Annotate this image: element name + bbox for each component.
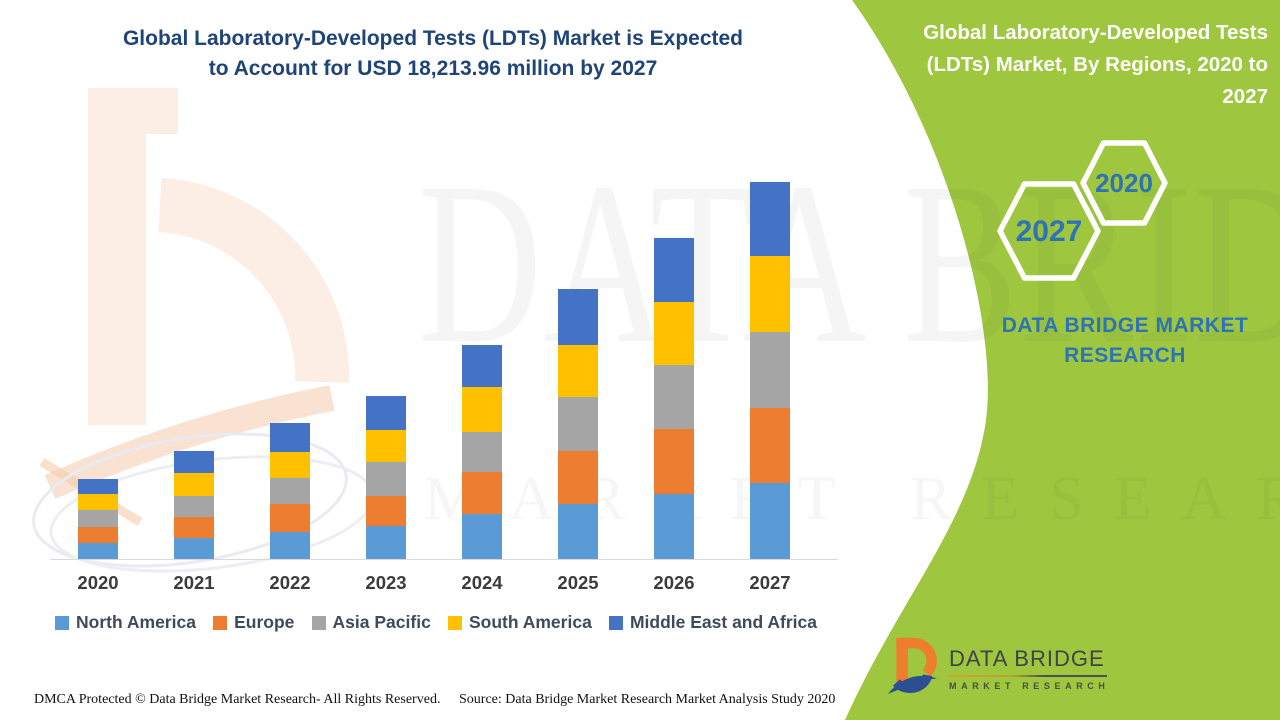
bar-segment-2022-asia-pacific [270, 478, 310, 505]
bar-segment-2024-europe [462, 471, 502, 514]
bar-segment-2022-middle-east-and-africa [270, 423, 310, 452]
brand-text-line1: DATA BRIDGE MARKET [1001, 314, 1249, 337]
side-panel-title-line3: 2027 [1222, 85, 1268, 108]
bar-segment-2025-europe [558, 450, 598, 505]
bar-segment-2023-europe [366, 495, 406, 527]
x-axis-label-2024: 2024 [461, 572, 503, 593]
logo-divider [949, 675, 1107, 677]
page-title-line2: to Account for USD 18,213.96 million by … [208, 57, 658, 80]
legend-label: South America [468, 612, 592, 632]
legend-label: Asia Pacific [332, 612, 431, 632]
hexagon-years-graphic: 2020 2027 [997, 140, 1168, 281]
bar-segment-2026-south-america [654, 301, 694, 365]
chart-legend: North America Europe Asia Pacific South Ame… [55, 612, 817, 633]
bar-segment-2020-asia-pacific [78, 510, 118, 527]
legend-label: North America [76, 612, 196, 632]
bar-segment-2021-middle-east-and-africa [174, 450, 214, 474]
side-panel-title-line2: (LDTs) Market, By Regions, 2020 to [926, 53, 1268, 76]
brand-text-line2: RESEARCH [1064, 344, 1186, 367]
side-panel-title: Global Laboratory-Developed Tests (LDTs)… [864, 17, 1268, 113]
legend-item-south-america: South America [447, 612, 592, 633]
bar-segment-2023-north-america [366, 526, 406, 559]
bar-segment-2025-south-america [558, 344, 598, 397]
x-axis-label-2022: 2022 [269, 572, 311, 593]
x-axis-label-2020: 2020 [77, 572, 119, 593]
hexagon-2020-year: 2020 [1095, 168, 1153, 198]
bar-segment-2021-asia-pacific [174, 495, 214, 517]
bar-chart-plot [50, 170, 838, 560]
x-axis-label-2026: 2026 [653, 572, 695, 593]
bar-segment-2024-north-america [462, 513, 502, 559]
bar-segment-2027-middle-east-and-africa [750, 181, 790, 257]
page-title-line1: Global Laboratory-Developed Tests (LDTs)… [122, 27, 744, 50]
bar-segment-2026-asia-pacific [654, 364, 694, 430]
legend-swatch-icon [55, 615, 69, 630]
data-bridge-logo-text: DATA BRIDGE MARKET RESEARCH [949, 633, 1110, 703]
legend-item-north-america: North America [55, 612, 196, 633]
x-axis-label-2023: 2023 [365, 572, 407, 593]
bar-segment-2025-north-america [558, 504, 598, 559]
bar-segment-2024-middle-east-and-africa [462, 344, 502, 388]
bar-segment-2021-europe [174, 516, 214, 538]
side-panel-title-line1: Global Laboratory-Developed Tests [923, 21, 1268, 44]
data-bridge-logo: DATA BRIDGE MARKET RESEARCH [886, 633, 1110, 703]
legend-swatch-icon [447, 615, 462, 630]
bar-2024 [462, 344, 502, 559]
hexagon-2020-icon [1080, 140, 1168, 226]
bar-segment-2026-middle-east-and-africa [654, 237, 694, 302]
bar-segment-2024-asia-pacific [462, 431, 502, 472]
bar-segment-2023-middle-east-and-africa [366, 396, 406, 430]
bar-segment-2020-north-america [78, 543, 118, 559]
legend-item-asia-pacific: Asia Pacific [311, 612, 431, 633]
legend-swatch-icon [311, 615, 326, 630]
logo-name: DATA BRIDGE [949, 646, 1105, 671]
legend-item-europe: Europe [213, 612, 294, 633]
bar-segment-2027-europe [750, 407, 790, 484]
bar-2022 [270, 423, 310, 559]
legend-label: Europe [234, 612, 295, 632]
legend-swatch-icon [213, 615, 228, 630]
bar-2026 [654, 237, 694, 559]
x-axis-label-2021: 2021 [173, 572, 215, 593]
bar-segment-2027-asia-pacific [750, 331, 790, 408]
brand-text: DATA BRIDGE MARKET RESEARCH [975, 311, 1275, 371]
bar-2020 [78, 479, 118, 559]
bar-segment-2023-asia-pacific [366, 461, 406, 496]
legend-item-middle-east-and-africa: Middle East and Africa [608, 612, 817, 633]
bar-segment-2022-north-america [270, 531, 310, 559]
bar-segment-2022-europe [270, 504, 310, 532]
bar-segment-2026-europe [654, 429, 694, 495]
bar-segment-2022-south-america [270, 451, 310, 479]
bar-segment-2025-asia-pacific [558, 396, 598, 451]
bar-2023 [366, 396, 406, 559]
bar-2027 [750, 181, 790, 559]
bar-segment-2025-middle-east-and-africa [558, 289, 598, 345]
hexagon-2027-year: 2027 [1016, 215, 1083, 248]
bar-segment-2020-europe [78, 526, 118, 544]
bar-segment-2020-south-america [78, 494, 118, 511]
footer-dmca-text: DMCA Protected © Data Bridge Market Rese… [34, 692, 441, 707]
footer-source-text: Source: Data Bridge Market Research Mark… [459, 692, 836, 707]
legend-label: Middle East and Africa [629, 612, 817, 632]
bar-segment-2027-south-america [750, 256, 790, 332]
bar-segment-2026-north-america [654, 494, 694, 559]
logo-subtitle: MARKET RESEARCH [949, 681, 1110, 691]
bar-2021 [174, 450, 214, 559]
page-title: Global Laboratory-Developed Tests (LDTs)… [58, 24, 808, 84]
bar-segment-2021-north-america [174, 537, 214, 559]
x-axis-label-2027: 2027 [749, 572, 791, 593]
bar-segment-2021-south-america [174, 473, 214, 496]
bar-segment-2024-south-america [462, 387, 502, 432]
bar-2025 [558, 289, 598, 559]
x-axis-label-2025: 2025 [557, 572, 599, 593]
data-bridge-logo-icon [888, 637, 937, 694]
legend-swatch-icon [608, 615, 623, 630]
bar-segment-2020-middle-east-and-africa [78, 479, 118, 495]
bar-segment-2027-north-america [750, 483, 790, 559]
x-axis: 2020 2021 2022 2023 2024 2025 2026 2027 [50, 572, 838, 600]
hexagon-2027-icon [997, 181, 1101, 281]
bar-segment-2023-south-america [366, 429, 406, 462]
